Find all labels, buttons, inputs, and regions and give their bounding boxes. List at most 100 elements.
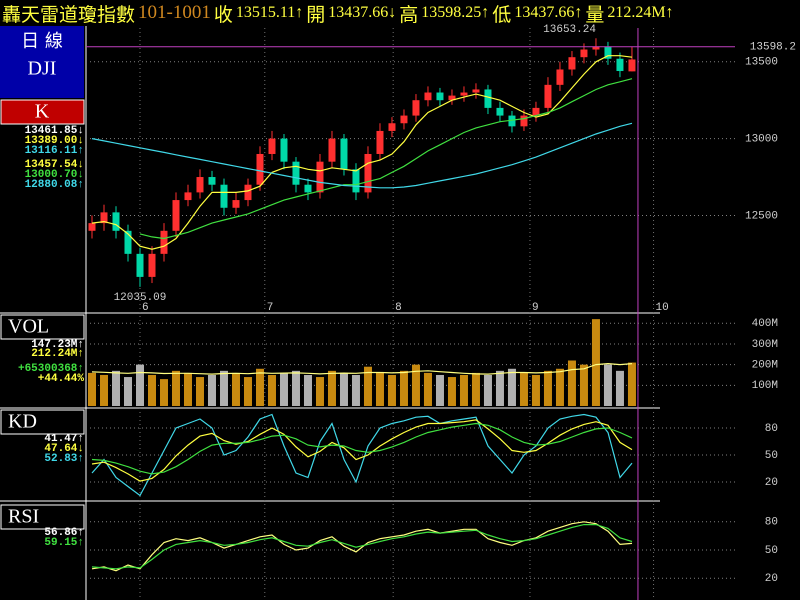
volume-ma — [91, 362, 633, 375]
candle-body — [172, 200, 180, 231]
candle-body — [352, 169, 360, 193]
candle-body — [340, 138, 348, 170]
ma-line — [139, 78, 633, 240]
candle-body — [496, 107, 504, 116]
y-tick-label: 400M — [752, 318, 778, 330]
volume-bar — [231, 372, 240, 406]
symbol-box — [0, 26, 84, 98]
candle-body — [616, 58, 624, 72]
panel-title: VOL — [8, 316, 49, 338]
period: 日 線 — [21, 31, 63, 52]
candle-body — [364, 153, 372, 193]
panel-box — [0, 99, 85, 125]
panel-title: RSI — [8, 506, 39, 528]
volume-bar — [279, 372, 288, 406]
candle-body — [280, 138, 288, 162]
volume-bar — [183, 372, 192, 406]
y-tick-label: 50 — [765, 545, 778, 557]
candle-body — [184, 192, 192, 201]
header-label: 量 — [585, 4, 605, 26]
volume-bar — [363, 366, 372, 406]
candle-body — [592, 46, 600, 50]
volume-bar — [495, 370, 504, 406]
side-label: 56.86↑ — [44, 527, 84, 539]
volume-bar — [339, 372, 348, 406]
side-label: 13116.11↑ — [25, 145, 84, 157]
y-tick-label: 13500 — [745, 57, 778, 69]
indicator-line — [91, 521, 633, 572]
low-label: 12035.09 — [114, 292, 167, 304]
candle-body — [88, 223, 96, 231]
header-label: 低 — [492, 4, 512, 26]
candle-body — [388, 123, 396, 131]
side-label: +44.44% — [38, 373, 85, 385]
candle-body — [520, 115, 528, 127]
candle-body — [148, 253, 156, 277]
candle-body — [604, 46, 612, 59]
header-value: 13437.66↑ — [514, 4, 583, 21]
candle-body — [160, 230, 168, 254]
volume-bar — [567, 360, 576, 406]
volume-bar — [303, 374, 312, 406]
y-tick-label: 13000 — [745, 134, 778, 146]
volume-bar — [375, 372, 384, 406]
x-tick-label: 7 — [267, 302, 274, 314]
volume-bar — [159, 379, 168, 406]
side-label: 13457.54↓ — [25, 159, 84, 171]
volume-bar — [423, 372, 432, 406]
candle-body — [460, 92, 468, 96]
candle-body — [568, 57, 576, 70]
panel-title: KD — [8, 411, 37, 433]
header-label: 開 — [306, 4, 326, 26]
header-label: 高 — [399, 4, 419, 26]
candle-body — [628, 59, 636, 72]
side-label: 13389.00↓ — [25, 135, 84, 147]
panel-box — [0, 409, 85, 435]
side-label: 52.83↑ — [44, 453, 84, 465]
candle-body — [532, 107, 540, 116]
candle-body — [196, 177, 204, 193]
x-tick-label: 6 — [142, 302, 149, 314]
candle-body — [220, 184, 228, 208]
volume-bar — [315, 377, 324, 406]
candle-body — [412, 100, 420, 116]
ma-line — [91, 122, 633, 189]
indicator-line — [91, 524, 633, 570]
volume-bar — [243, 377, 252, 406]
volume-bar — [435, 374, 444, 406]
volume-bar — [411, 364, 420, 406]
y-tick-label: 200M — [752, 360, 778, 372]
candle-body — [208, 177, 216, 185]
x-tick-label: 8 — [395, 302, 402, 314]
y-tick-label: 20 — [765, 477, 778, 489]
header: 轟天雷道瓊指數 101-1001 收 13515.11↑ 開 13437.66↓ 高 13… — [2, 0, 674, 26]
volume-bar — [447, 377, 456, 406]
volume-bar — [327, 370, 336, 406]
candle-body — [400, 115, 408, 124]
candle-body — [508, 115, 516, 127]
candle-body — [472, 89, 480, 93]
candle-body — [544, 84, 552, 108]
candle-body — [232, 200, 240, 208]
volume-bar — [207, 374, 216, 406]
volume-bar — [555, 368, 564, 406]
volume-bar — [507, 368, 516, 406]
candle-body — [304, 184, 312, 193]
header-title: 轟天雷道瓊指數 — [2, 4, 136, 26]
candle-body — [244, 184, 252, 201]
volume-bar — [291, 370, 300, 406]
volume-bar — [627, 362, 636, 406]
candle-body — [556, 69, 564, 85]
volume-bar — [591, 319, 600, 406]
high-label: 13653.24 — [543, 24, 596, 36]
symbol: DJI — [28, 58, 57, 80]
header-value: 13598.25↑ — [421, 4, 490, 21]
side-label: 12880.08↑ — [25, 179, 84, 191]
panel-title: K — [35, 101, 50, 123]
volume-bar — [459, 374, 468, 406]
volume-bar — [111, 370, 120, 406]
volume-bar — [171, 370, 180, 406]
volume-bar — [519, 372, 528, 406]
